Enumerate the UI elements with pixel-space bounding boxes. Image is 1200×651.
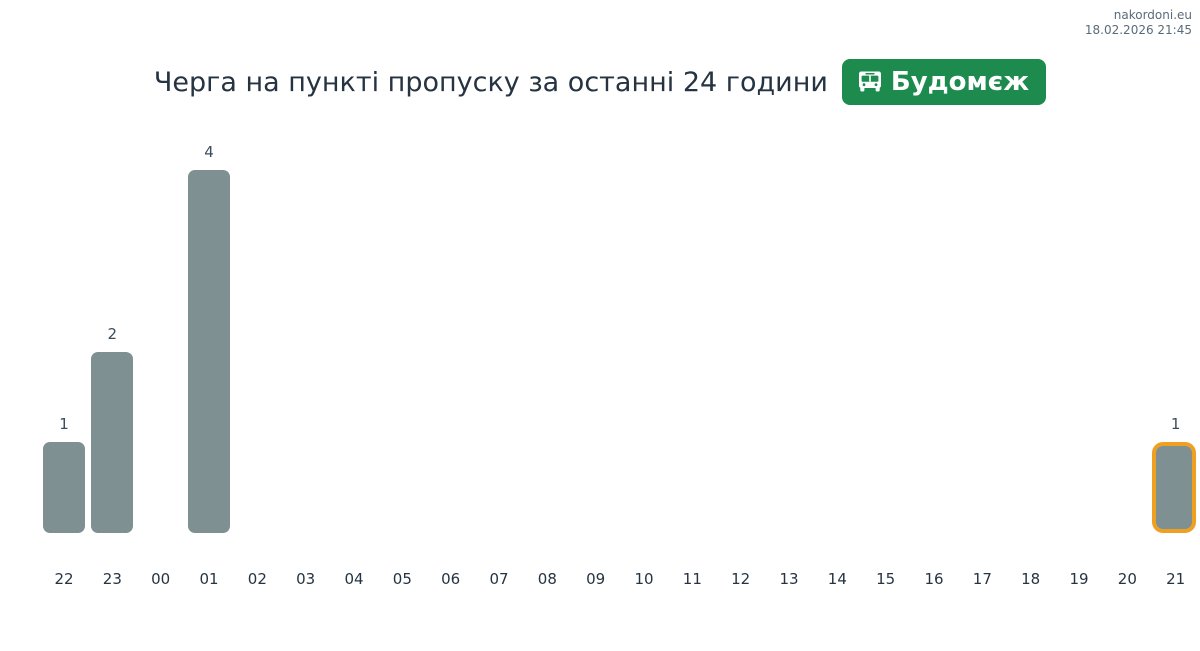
bar-slot	[1007, 130, 1055, 533]
bar-slot	[668, 130, 716, 533]
x-tick-label: 15	[876, 570, 896, 588]
bar-slot	[1103, 130, 1151, 533]
x-tick-label: 11	[682, 570, 702, 588]
bar-slot	[717, 130, 765, 533]
x-tick-label: 02	[247, 570, 267, 588]
x-tick-label: 14	[827, 570, 847, 588]
x-tick-label: 06	[441, 570, 461, 588]
x-tick-label: 00	[151, 570, 171, 588]
timestamp: 18.02.2026 21:45	[1084, 23, 1192, 37]
page-title: Черга на пункті пропуску за останні 24 г…	[153, 66, 828, 98]
bar-slot	[427, 130, 475, 533]
bar-slot	[910, 130, 958, 533]
bar-slot	[620, 130, 668, 533]
x-tick-label: 18	[1021, 570, 1041, 588]
bar-slot: 1	[1151, 130, 1200, 533]
bar-slot: 2	[88, 130, 136, 533]
bar-value-label: 4	[204, 143, 214, 162]
bar-slot: 1	[40, 130, 88, 533]
x-tick-label: 22	[54, 570, 74, 588]
bar-slot	[475, 130, 523, 533]
bars-container: 1 2 4 1	[40, 130, 1200, 533]
x-tick-label: 12	[731, 570, 751, 588]
x-tick-label: 19	[1069, 570, 1089, 588]
x-tick-label: 03	[296, 570, 316, 588]
bar-slot	[523, 130, 571, 533]
bar-slot	[330, 130, 378, 533]
x-tick-label: 04	[344, 570, 364, 588]
x-tick-label: 13	[779, 570, 799, 588]
bar-slot	[378, 130, 426, 533]
bar-fill	[1155, 446, 1192, 529]
bar-slot	[137, 130, 185, 533]
x-tick-label: 16	[924, 570, 944, 588]
bar-slot	[1055, 130, 1103, 533]
x-tick-label: 08	[537, 570, 557, 588]
x-tick-label: 01	[199, 570, 219, 588]
chart-header: Черга на пункті пропуску за останні 24 г…	[0, 58, 1200, 106]
x-tick-label: 05	[392, 570, 412, 588]
x-tick-label: 21	[1166, 570, 1186, 588]
bar-slot	[233, 130, 281, 533]
x-tick-label: 20	[1117, 570, 1137, 588]
bar-value-label: 1	[59, 415, 69, 434]
bar-slot	[572, 130, 620, 533]
x-tick-label: 09	[586, 570, 606, 588]
bar-slot	[862, 130, 910, 533]
site-name: nakordoni.eu	[1113, 8, 1192, 22]
bar-slot: 4	[185, 130, 233, 533]
bar[interactable]	[91, 351, 134, 533]
bar-value-label: 2	[107, 324, 118, 343]
bar[interactable]	[188, 170, 230, 533]
bar-value-label: 1	[1170, 415, 1181, 434]
badge-label: Будомєж	[890, 67, 1030, 97]
x-tick-label: 07	[489, 570, 509, 588]
checkpoint-badge[interactable]: Будомєж	[841, 59, 1047, 105]
bar-slot	[282, 130, 330, 533]
bar-slot	[765, 130, 813, 533]
x-tick-label: 10	[634, 570, 654, 588]
bar[interactable]	[43, 442, 85, 533]
x-tick-label: 17	[972, 570, 992, 588]
bus-icon	[856, 68, 884, 96]
x-tick-label: 23	[102, 570, 122, 588]
page-meta: nakordoni.eu 18.02.2026 21:45	[1085, 8, 1192, 38]
bar-current-hour[interactable]	[1151, 442, 1196, 533]
bar-slot	[813, 130, 861, 533]
bar-slot	[958, 130, 1006, 533]
x-axis: 22 23 00 01 02 03 04 05 06 07 08 09 10 11 12 13 14 15 16 17…	[40, 572, 1200, 594]
